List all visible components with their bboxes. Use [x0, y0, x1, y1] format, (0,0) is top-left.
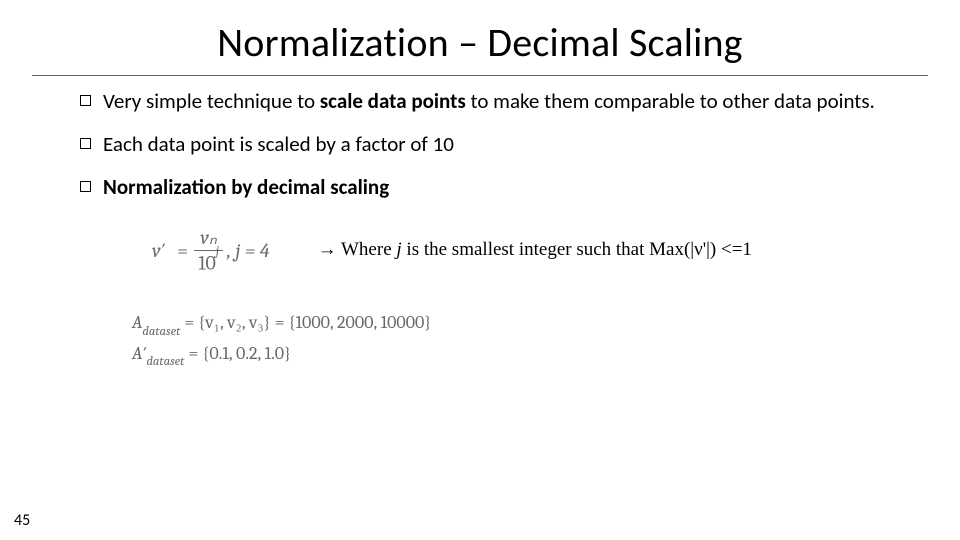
bullet-square-icon [80, 138, 91, 149]
slide: Normalization – Decimal Scaling Very sim… [0, 0, 960, 540]
text-fragment: to make them comparable to other data po… [466, 88, 875, 114]
text-fragment: Where [337, 239, 397, 260]
subscript: dataset [146, 355, 184, 369]
subscript: dataset [142, 325, 180, 339]
text-bold: scale data points [320, 88, 466, 114]
den-base: 10 [198, 251, 216, 274]
bullet-item: Each data point is scaled by a factor of… [80, 131, 908, 158]
bullet-text: Normalization by decimal scaling [103, 174, 908, 201]
formula-row: v′ = vₙ 10j , j = 4 → Where j is the sma… [32, 227, 928, 275]
text-fragment: , j = 4 [227, 239, 270, 262]
equation-line: Adataset = {v₁, v₂, v₃} = {1000, 2000, 1… [132, 312, 928, 337]
where-clause: → Where j is the smallest integer such t… [318, 239, 752, 261]
den-exponent: j [216, 244, 219, 259]
bullet-square-icon [80, 95, 91, 106]
slide-title: Normalization – Decimal Scaling [32, 18, 928, 73]
arrow-icon: → [318, 239, 337, 260]
bullet-list: Very simple technique to scale data poin… [32, 88, 928, 201]
formula-tail: , j = 4 [223, 239, 270, 262]
equation-line: A′dataset = {0.1, 0.2, 1.0} [132, 343, 928, 368]
page-number: 45 [14, 511, 30, 530]
bullet-text: Each data point is scaled by a factor of… [103, 131, 908, 158]
example-equations: Adataset = {v₁, v₂, v₃} = {1000, 2000, 1… [32, 312, 928, 367]
bullet-text: Very simple technique to scale data poin… [103, 88, 908, 115]
bullet-item: Normalization by decimal scaling [80, 174, 908, 201]
text-fragment: Very simple technique to [103, 88, 320, 114]
formula-lhs: v′ [152, 239, 171, 262]
text-fragment: is the smallest integer such that Max(|ν… [402, 239, 752, 260]
var-A: A [132, 312, 142, 333]
fraction: vₙ 10j [194, 227, 223, 275]
text-fragment: = [184, 343, 202, 364]
formula: v′ = vₙ 10j , j = 4 [152, 227, 270, 275]
text-bold: Normalization by decimal scaling [103, 174, 389, 200]
bullet-item: Very simple technique to scale data poin… [80, 88, 908, 115]
text-fragment: = {v₁, v₂, v₃} = [180, 312, 288, 333]
set-values: {1000, 2000, 10000} [289, 312, 432, 333]
var-A-prime: A′ [132, 343, 146, 364]
set-values: {0.1, 0.2, 1.0} [202, 343, 291, 364]
title-divider [32, 75, 928, 76]
equals-sign: = [171, 239, 194, 262]
bullet-square-icon [80, 181, 91, 192]
fraction-denominator: 10j [194, 252, 223, 275]
